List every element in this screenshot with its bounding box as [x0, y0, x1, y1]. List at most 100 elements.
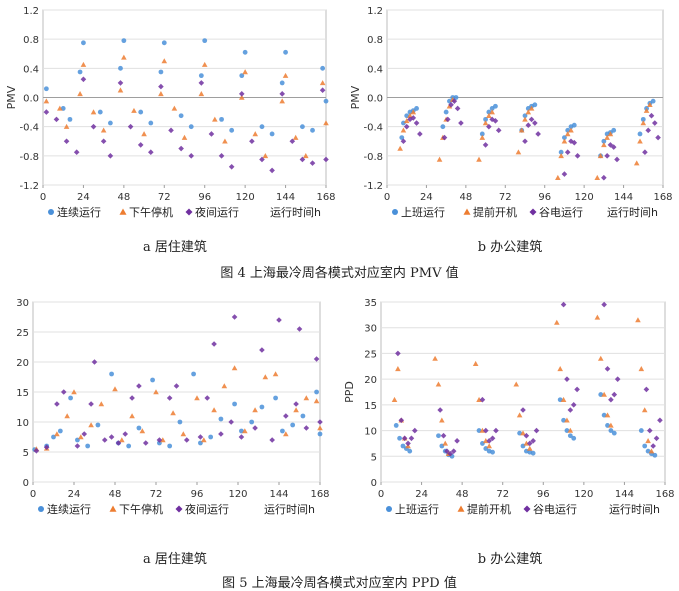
caption-a-bottom: a 居住建筑	[143, 552, 207, 567]
data-point	[80, 61, 87, 67]
y-tick-label: -1.2	[19, 181, 39, 192]
data-point	[122, 431, 129, 437]
data-point	[601, 391, 607, 397]
data-point	[269, 167, 275, 174]
data-point	[231, 365, 238, 371]
data-point	[555, 174, 561, 180]
x-tick-label: 72	[499, 192, 512, 203]
data-point	[177, 419, 183, 425]
data-point	[414, 106, 419, 111]
data-point	[533, 427, 540, 434]
data-point	[161, 40, 167, 46]
data-point	[117, 80, 124, 86]
data-point	[269, 437, 275, 443]
x-tick-label: 96	[537, 489, 550, 500]
data-point	[158, 69, 164, 75]
data-point	[221, 383, 228, 389]
data-point	[483, 427, 489, 434]
data-point	[535, 131, 541, 137]
data-point	[252, 131, 259, 137]
y-tick-label: 15	[16, 388, 29, 399]
data-point	[249, 419, 255, 425]
legend-marker	[38, 506, 44, 512]
ppd-residential-chart: 0 5 10 15 20 25 30 0 24 48 72 96 120 144 168 PPD 连续运行 下午停…	[5, 298, 330, 516]
data-point	[447, 450, 454, 457]
data-point	[137, 142, 144, 148]
data-point	[641, 407, 648, 413]
data-point	[279, 98, 286, 104]
y-tick-label: 0.4	[367, 64, 383, 75]
data-point	[611, 391, 618, 398]
data-point	[526, 445, 533, 451]
data-point	[320, 65, 326, 71]
data-point	[567, 427, 574, 433]
y-tick-label: -0.4	[363, 123, 383, 134]
data-point	[212, 116, 218, 122]
data-point	[483, 438, 489, 444]
x-tick-label: 120	[228, 489, 247, 500]
data-point	[204, 395, 211, 401]
data-point	[643, 107, 650, 113]
data-point	[486, 123, 492, 130]
data-point	[522, 113, 528, 119]
y-tick-label: 25	[16, 328, 29, 339]
data-point	[637, 138, 643, 144]
data-point	[601, 174, 607, 181]
y-tick-label: 5	[371, 452, 377, 463]
x-tick-label: 144	[614, 192, 633, 203]
y-tick-label: 10	[364, 427, 377, 438]
data-point	[173, 383, 180, 389]
data-point	[532, 120, 538, 126]
data-point	[568, 127, 574, 133]
data-point	[476, 396, 482, 402]
data-point	[437, 407, 443, 413]
data-point	[303, 425, 310, 431]
data-point	[279, 91, 286, 97]
data-point	[493, 103, 498, 109]
data-point	[523, 440, 530, 446]
data-point	[397, 145, 403, 151]
data-point	[88, 401, 94, 407]
data-point	[117, 87, 124, 93]
data-point	[635, 317, 641, 323]
data-point	[567, 433, 573, 439]
data-point	[54, 401, 60, 407]
data-point	[558, 149, 564, 155]
data-point	[300, 124, 305, 130]
figure-4-caption: 图 4 上海最冷周各模式对应室内 PMV 值	[220, 266, 459, 281]
data-point	[314, 389, 319, 395]
data-point	[323, 156, 329, 163]
data-point	[85, 443, 91, 449]
data-point	[614, 156, 620, 163]
data-point	[604, 153, 610, 159]
data-point	[653, 435, 660, 442]
data-point	[161, 58, 168, 64]
data-point	[112, 386, 118, 392]
data-point	[249, 138, 255, 145]
data-point	[100, 138, 107, 145]
data-point	[607, 131, 614, 137]
data-point	[228, 419, 234, 425]
data-point	[391, 396, 398, 402]
pmv-office-chart: -1.2 -0.8 -0.4 0.0 0.4 0.8 1.2 0 24 48 72 96 120 144 1…	[349, 6, 673, 219]
data-point	[532, 102, 538, 108]
y-tick-label: 30	[16, 298, 29, 309]
data-point	[646, 427, 653, 434]
data-point	[479, 134, 486, 140]
data-point	[188, 124, 194, 130]
data-point	[319, 87, 326, 94]
legend-label: 谷电运行	[533, 503, 577, 516]
data-point	[53, 116, 60, 123]
data-point	[611, 127, 617, 133]
data-point	[561, 171, 568, 177]
data-point	[395, 350, 401, 357]
data-point	[513, 381, 520, 387]
data-point	[611, 430, 617, 436]
y-tick-label: 0.8	[367, 35, 383, 46]
data-point	[594, 314, 601, 320]
x-tick-label: 72	[150, 489, 163, 500]
data-point	[633, 160, 640, 166]
data-point	[272, 371, 279, 377]
data-point	[458, 120, 464, 126]
data-point	[142, 440, 149, 446]
